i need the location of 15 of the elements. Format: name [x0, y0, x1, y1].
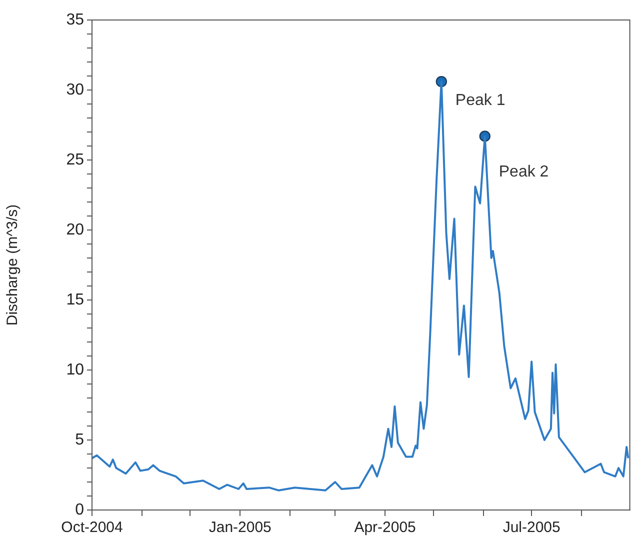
y-tick-label: 25: [66, 151, 84, 168]
annotation: Peak 1: [455, 92, 506, 110]
x-tick-label: Jul-2005: [502, 519, 560, 536]
y-tick-label: 5: [75, 431, 84, 448]
x-tick-label: Oct-2004: [61, 519, 123, 536]
x-tick-label: Apr-2005: [354, 519, 416, 536]
y-tick-label: 10: [66, 361, 84, 378]
y-tick-label: 15: [66, 291, 84, 308]
annotation: Peak 2: [498, 164, 549, 181]
y-tick-label: 20: [66, 221, 84, 238]
y-axis-title: Discharge (m^3/s): [4, 204, 22, 326]
y-tick-label: 35: [66, 11, 84, 28]
y-tick-label: 0: [75, 501, 84, 518]
x-tick-label: Jan-2005: [208, 519, 272, 536]
y-tick-label: 30: [66, 81, 84, 98]
